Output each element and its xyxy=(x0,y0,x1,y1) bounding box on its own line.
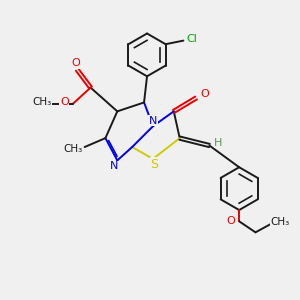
Text: H: H xyxy=(214,138,223,148)
Text: CH₃: CH₃ xyxy=(64,143,83,154)
Text: S: S xyxy=(151,158,158,171)
Text: O: O xyxy=(226,216,235,226)
Text: CH₃: CH₃ xyxy=(271,217,290,227)
Text: Cl: Cl xyxy=(186,34,197,44)
Text: O: O xyxy=(200,89,209,99)
Text: CH₃: CH₃ xyxy=(32,98,51,107)
Text: N: N xyxy=(110,161,118,171)
Text: O: O xyxy=(60,98,69,107)
Text: O: O xyxy=(71,58,80,68)
Text: N: N xyxy=(149,116,157,126)
